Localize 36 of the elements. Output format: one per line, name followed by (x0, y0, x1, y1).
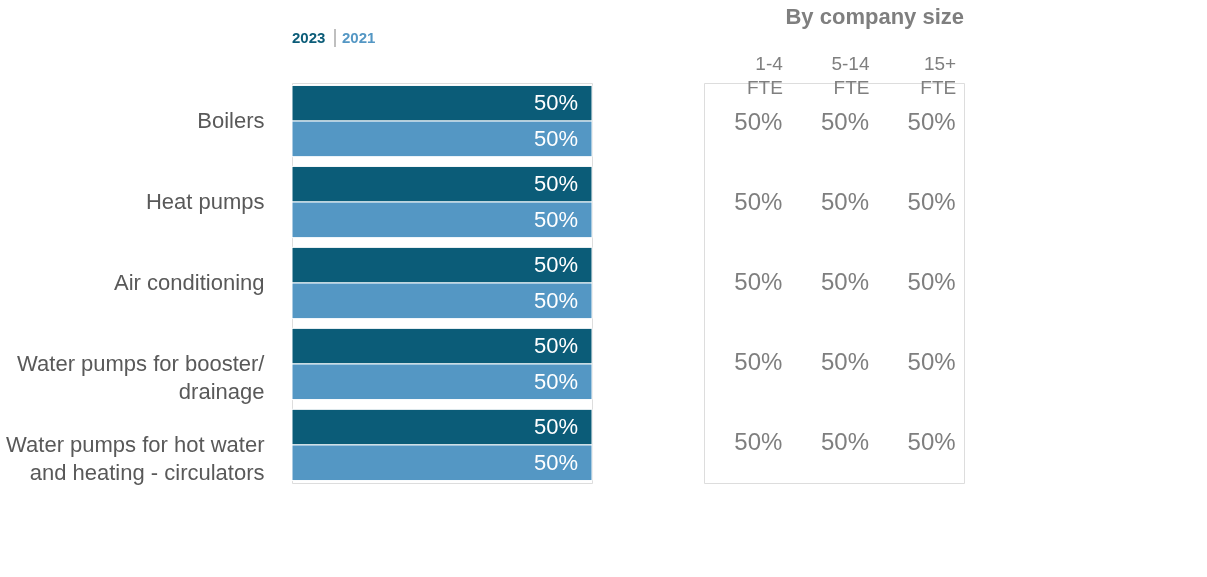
text: 50% (907, 188, 956, 215)
data-label: 50% (533, 414, 578, 440)
y-tick-label: Heat pumps (145, 189, 265, 215)
text: 50% (734, 188, 783, 215)
text: 50% (734, 268, 783, 295)
category-label: 15+ FTE (920, 52, 957, 98)
text: 50% (734, 428, 783, 455)
data-label: 50% (533, 333, 578, 359)
text: 50% (820, 268, 869, 295)
data-label: 50% (533, 252, 578, 278)
text: 50% (820, 188, 869, 215)
text: 50% (907, 428, 956, 455)
data-label: 50% (533, 206, 578, 232)
text: 50% (820, 428, 869, 455)
text: 50% (907, 268, 956, 295)
text: 50% (734, 348, 783, 375)
data-label: 50% (533, 125, 578, 151)
text: 50% (907, 348, 956, 375)
data-label: 50% (533, 287, 578, 313)
data-label: 50% (533, 368, 578, 394)
category-label: 1-4 FTE (746, 52, 784, 98)
data-label: 50% (533, 449, 578, 475)
text: 50% (734, 108, 783, 135)
y-tick-label: Air conditioning (114, 270, 265, 295)
category-label: 5-14 FTE (831, 52, 870, 98)
text: By company size (785, 4, 964, 29)
data-label: 50% (533, 90, 578, 116)
text: 2021 (342, 29, 376, 46)
text: 50% (820, 348, 869, 375)
data-label: 50% (533, 171, 578, 197)
y-tick-label: Boilers (197, 108, 265, 134)
text: 2023 (292, 29, 326, 46)
y-tick-label: Water pumps for booster/ drainage (17, 350, 266, 404)
text: 50% (907, 108, 956, 135)
y-tick-label: Water pumps for hot water and heating - circulators (6, 431, 265, 485)
text: 50% (820, 108, 869, 135)
